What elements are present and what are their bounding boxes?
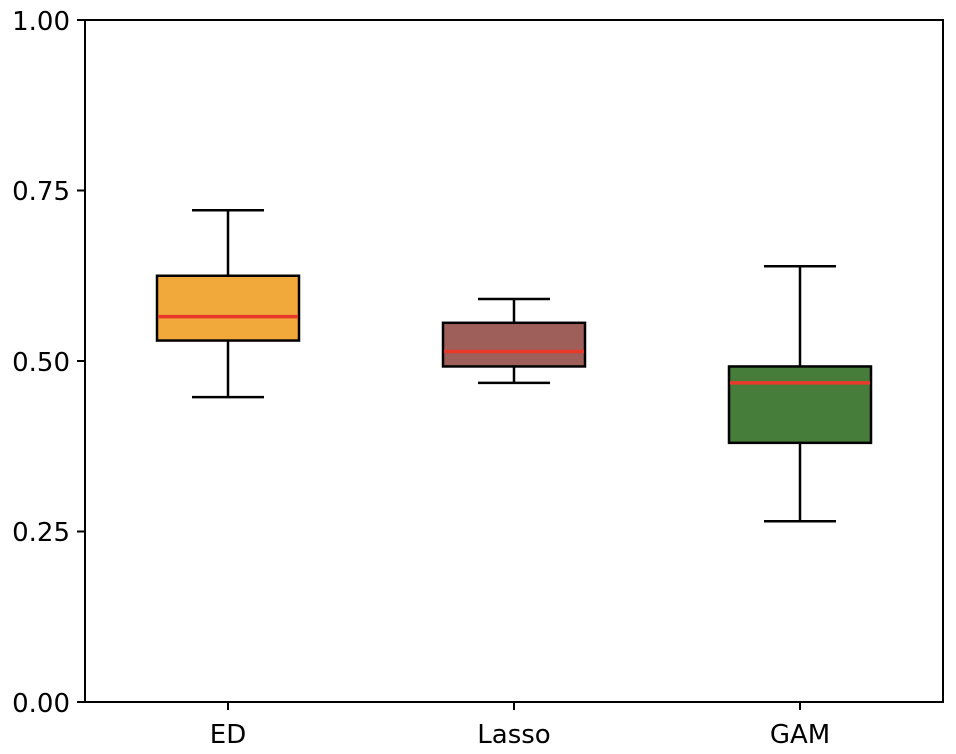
y-axis-tick-labels: 0.00 0.25 0.50 0.75 1.00	[12, 7, 70, 719]
y-tick-label-1: 0.25	[12, 518, 70, 548]
x-tick-label-ed: ED	[210, 720, 246, 750]
box-series	[155, 209, 873, 523]
box-ed-iqr	[155, 274, 301, 342]
axis-ticks	[77, 19, 801, 710]
y-tick-label-2: 0.50	[12, 348, 70, 378]
x-axis-tick-labels: ED Lasso GAM	[210, 720, 830, 750]
plot-frame	[84, 19, 944, 703]
x-tick-label-gam: GAM	[770, 720, 830, 750]
x-tick-label-lasso: Lasso	[477, 720, 550, 750]
y-tick-label-3: 0.75	[12, 177, 70, 207]
y-tick-label-0: 0.00	[12, 689, 70, 719]
y-tick-label-4: 1.00	[12, 7, 70, 37]
box-gam-iqr	[727, 365, 873, 445]
box-lasso-iqr	[441, 321, 587, 368]
